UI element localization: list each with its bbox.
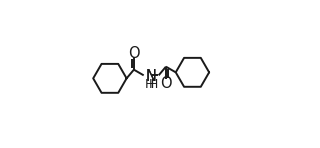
Text: O: O: [128, 46, 140, 61]
Text: N: N: [146, 69, 157, 84]
Text: O: O: [160, 76, 172, 91]
Text: H: H: [144, 78, 154, 91]
Text: H: H: [148, 78, 158, 91]
Text: N: N: [145, 69, 156, 84]
